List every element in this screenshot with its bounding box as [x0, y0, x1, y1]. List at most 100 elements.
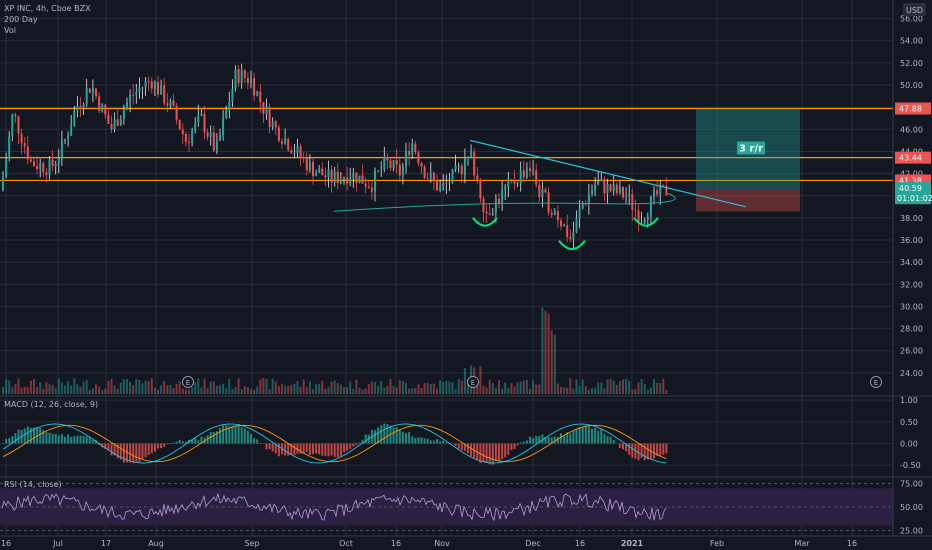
candle-body — [516, 183, 519, 185]
volume-bar — [36, 387, 39, 394]
macd-histogram-bar — [420, 437, 423, 444]
volume-bar — [398, 380, 401, 394]
volume-bar — [485, 387, 488, 394]
pattern-shoulder-arc — [558, 239, 586, 251]
volume-bar — [129, 381, 132, 394]
volume-bar — [591, 388, 593, 394]
macd-histogram-bar — [374, 430, 376, 444]
price-tick-label: 36.00 — [900, 236, 923, 245]
risk-reward-box[interactable]: 3 r/r — [696, 108, 800, 212]
candle-body — [622, 186, 624, 198]
volume-bar — [538, 384, 541, 394]
macd-histogram-bar — [181, 441, 184, 444]
candle-body — [262, 102, 265, 114]
macd-histogram-bar — [457, 443, 460, 449]
volume-bar — [324, 388, 327, 394]
currency-badge[interactable] — [903, 3, 926, 16]
volume-bar — [510, 383, 513, 394]
candle-body — [343, 177, 345, 180]
macd-histogram-bar — [23, 428, 26, 444]
macd-histogram-bar — [333, 443, 336, 457]
candle-body — [60, 140, 63, 158]
volume-bar — [622, 379, 624, 394]
candle-body — [194, 122, 197, 131]
candle-body — [426, 178, 429, 180]
macd-histogram-bar — [547, 437, 550, 444]
candle-body — [575, 218, 578, 233]
candle-body — [172, 100, 175, 106]
macd-histogram-bar — [525, 440, 528, 444]
candle-body — [141, 87, 144, 89]
candle-body — [600, 179, 603, 182]
macd-histogram-bar — [587, 426, 590, 444]
candle-body — [237, 69, 240, 83]
macd-histogram-bar — [377, 427, 380, 444]
candle-body — [479, 179, 482, 199]
candle-body — [625, 196, 628, 198]
volume-bar — [243, 386, 246, 394]
candle-body — [352, 172, 355, 179]
candle-body — [377, 170, 380, 172]
volume-bar — [79, 386, 82, 394]
volume-bar — [271, 378, 274, 394]
candle-body — [374, 170, 376, 192]
macd-histogram-bar — [507, 443, 510, 455]
candle-body — [476, 175, 479, 180]
macd-histogram-bar — [73, 436, 76, 444]
candle-body — [253, 77, 256, 96]
candle-body — [392, 160, 395, 168]
volume-bar — [625, 378, 628, 394]
volume-bar — [563, 387, 566, 394]
earnings-marker — [467, 376, 479, 388]
candle-body — [615, 184, 618, 194]
candle-body — [231, 88, 234, 103]
volume-bar — [116, 389, 119, 394]
macd-histogram-bar — [439, 441, 442, 444]
macd-histogram-bar — [594, 428, 597, 444]
volume-bar — [228, 378, 231, 394]
volume-bar — [550, 330, 553, 394]
candle-body — [296, 146, 299, 154]
macd-histogram-bar — [603, 433, 606, 444]
macd-histogram-bar — [79, 435, 82, 444]
macd-histogram-bar — [305, 443, 308, 453]
macd-histogram-bar — [606, 436, 609, 444]
candle-body — [209, 132, 212, 137]
macd-histogram-bar — [538, 435, 541, 444]
macd-histogram-bar — [268, 443, 271, 450]
macd-histogram-bar — [578, 427, 581, 444]
macd-histogram-bar — [395, 427, 398, 444]
volume-bar — [494, 387, 497, 394]
candle-body — [448, 182, 451, 184]
candle-body — [401, 166, 404, 176]
candle-body — [361, 175, 364, 184]
macd-histogram-bar — [600, 429, 603, 444]
candle-body — [191, 130, 194, 143]
volume-bar — [163, 381, 166, 394]
volume-bar — [290, 385, 293, 394]
candle-body — [659, 184, 662, 195]
x-tick-label: Aug — [148, 539, 164, 548]
volume-bar — [367, 384, 370, 394]
candle-body — [188, 141, 190, 143]
macd-histogram-bar — [259, 442, 262, 444]
macd-histogram-bar — [42, 430, 45, 444]
volume-bar — [445, 381, 448, 394]
volume-bar — [138, 380, 141, 394]
candle-body — [290, 150, 293, 154]
macd-histogram-bar — [504, 443, 507, 458]
volume-bar — [91, 388, 94, 394]
rsi-line — [1, 493, 667, 522]
volume-bar — [14, 384, 17, 394]
candle-body — [67, 135, 70, 139]
price-tick-label: 34.00 — [900, 258, 923, 267]
volume-bar — [649, 387, 652, 394]
macd-tick-label: 0.00 — [900, 440, 918, 449]
candle-body — [122, 108, 125, 119]
candle-body — [467, 157, 469, 159]
macd-histogram-bar — [432, 440, 435, 444]
macd-histogram-bar — [401, 431, 404, 444]
candle-body — [327, 169, 330, 178]
